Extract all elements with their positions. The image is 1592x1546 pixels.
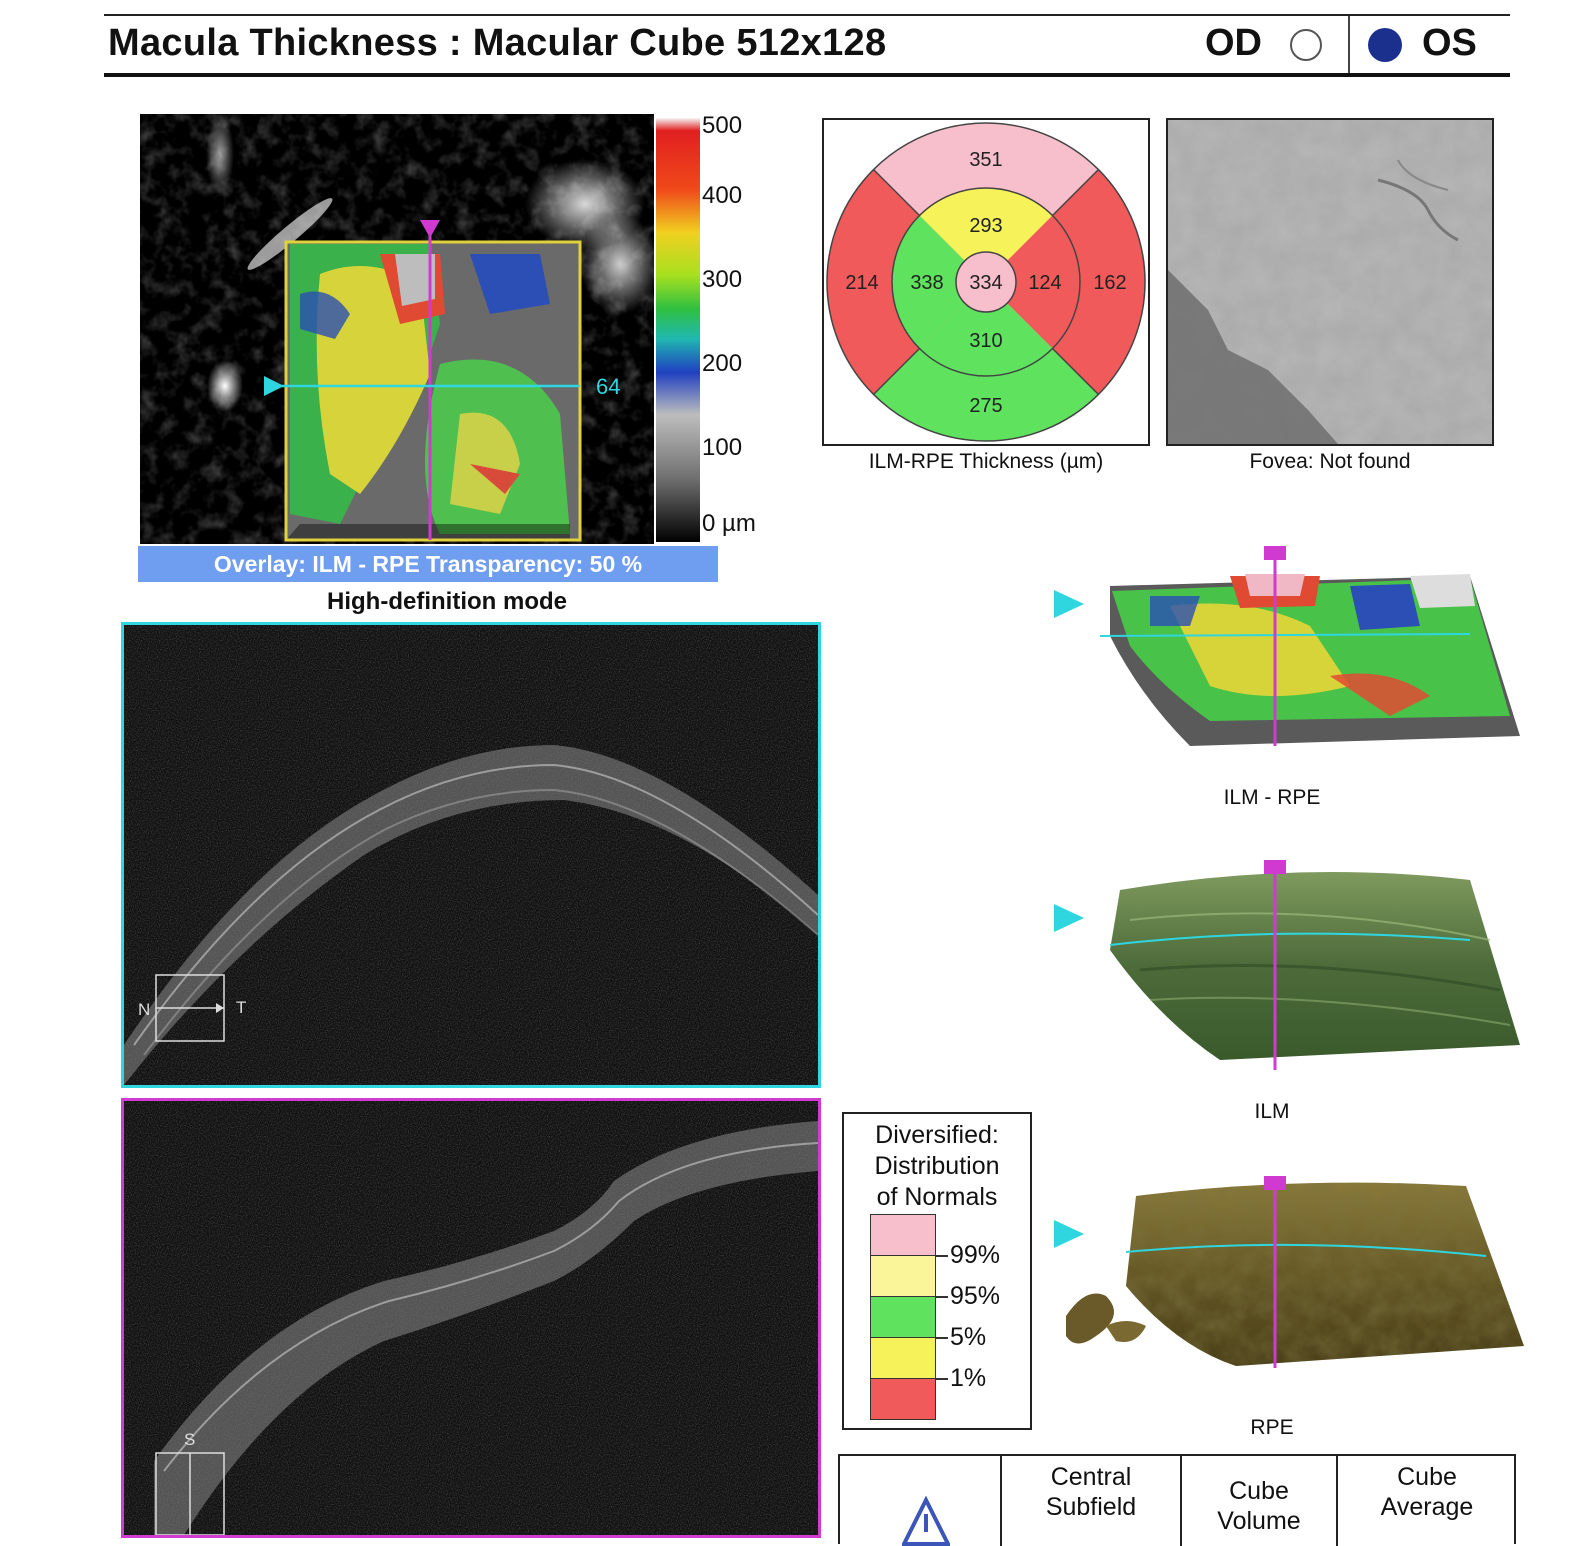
grid-caption: ILM-RPE Thickness (µm) — [868, 450, 1104, 473]
normative-legend: Diversified: Distribution of Normals 99%… — [842, 1112, 1032, 1430]
overlay-status-bar: Overlay: ILM - RPE Transparency: 50 % — [138, 546, 718, 582]
legend-tick — [936, 1378, 948, 1380]
scale-tick-0: 0 µm — [702, 510, 756, 537]
superior-label: S — [184, 1430, 195, 1449]
temporal-label: T — [236, 998, 246, 1017]
grid-outer-left: 214 — [845, 272, 878, 294]
grid-outer-inferior: 275 — [969, 395, 1002, 417]
surface-label-ilm-rpe: ILM - RPE — [1223, 786, 1321, 809]
grid-inner-right: 124 — [1028, 272, 1061, 294]
scale-tick-300: 300 — [702, 266, 743, 293]
scale-tick-100: 100 — [702, 434, 743, 461]
table-header-central-subfield: Central Subfield — [1000, 1456, 1180, 1546]
scale-tick-400: 400 — [702, 182, 743, 209]
table-header-line: Cube — [1229, 1477, 1289, 1505]
legend-tick — [936, 1255, 948, 1257]
ilm-rpe-3d-surface — [1054, 546, 1520, 746]
grid-inner-superior: 293 — [969, 215, 1002, 237]
nasal-label: N — [138, 1000, 150, 1019]
etdrs-grid-panel: 351 293 214 338 334 124 162 310 275 — [822, 118, 1150, 446]
os-radio[interactable] — [1368, 28, 1402, 62]
warning-icon — [902, 1496, 950, 1546]
od-radio[interactable] — [1290, 29, 1322, 61]
page-title: Macula Thickness : Macular Cube 512x128 — [108, 22, 887, 64]
table-header-line: Central — [1050, 1463, 1132, 1491]
legend-swatch-pink — [870, 1214, 936, 1256]
table-header-line: Cube — [1397, 1463, 1457, 1491]
etdrs-grid: 351 293 214 338 334 124 162 310 275 — [826, 122, 1146, 442]
legend-tick — [936, 1337, 948, 1339]
header-top-rule — [104, 14, 1510, 16]
legend-swatch-yellow — [870, 1337, 936, 1379]
table-header-line: Average — [1380, 1493, 1474, 1521]
legend-pct-5: 5% — [950, 1323, 987, 1351]
table-header-cube-volume: Cube Volume — [1180, 1456, 1336, 1546]
fovea-slo-image — [1168, 120, 1492, 444]
grid-outer-superior: 351 — [969, 149, 1002, 171]
fovea-caption: Fovea: Not found — [1249, 450, 1411, 473]
legend-tick — [936, 1296, 948, 1298]
header-bottom-rule — [104, 73, 1510, 77]
legend-pct-99: 99% — [950, 1241, 1001, 1269]
scale-tick-500: 500 — [702, 112, 743, 139]
summary-table: Central Subfield Cube Volume Cube Averag… — [838, 1454, 1516, 1546]
horizontal-bscan: N T — [121, 622, 821, 1088]
scan-index-label: 64 — [596, 374, 620, 399]
vertical-bscan-image: S — [124, 1101, 818, 1535]
legend-pct-95: 95% — [950, 1282, 1001, 1310]
thickness-color-scale — [656, 118, 700, 542]
surface-label-ilm: ILM — [1254, 1100, 1290, 1123]
ilm-3d-surface — [1054, 860, 1520, 1070]
grid-inner-left: 338 — [910, 272, 943, 294]
od-label: OD — [1205, 22, 1262, 64]
grid-inner-inferior: 310 — [969, 330, 1002, 352]
legend-pct-1: 1% — [950, 1364, 987, 1392]
table-header-line: Subfield — [1045, 1493, 1137, 1521]
vertical-bscan: S — [121, 1098, 821, 1538]
table-header-cube-average: Cube Average — [1336, 1456, 1516, 1546]
legend-title-line: of Normals — [876, 1183, 998, 1211]
rpe-3d-surface — [1054, 1176, 1524, 1368]
horizontal-bscan-image: N T — [124, 625, 818, 1085]
legend-swatch-light-yellow — [870, 1255, 936, 1297]
legend-title-line: Diversified: — [875, 1121, 999, 1149]
mode-label: High-definition mode — [327, 588, 567, 615]
legend-title: Diversified: Distribution of Normals — [844, 1120, 1030, 1213]
legend-swatch-green — [870, 1296, 936, 1338]
fundus-overlay-image: 64 — [140, 114, 654, 544]
legend-swatch-red — [870, 1378, 936, 1420]
table-header-line: Volume — [1217, 1507, 1301, 1535]
surface-label-rpe: RPE — [1250, 1416, 1294, 1439]
grid-center: 334 — [969, 272, 1002, 294]
scale-tick-200: 200 — [702, 350, 743, 377]
grid-outer-right: 162 — [1093, 272, 1126, 294]
eye-divider — [1348, 16, 1350, 74]
os-label: OS — [1422, 22, 1477, 64]
legend-title-line: Distribution — [874, 1152, 1000, 1180]
fovea-image-panel — [1166, 118, 1494, 446]
